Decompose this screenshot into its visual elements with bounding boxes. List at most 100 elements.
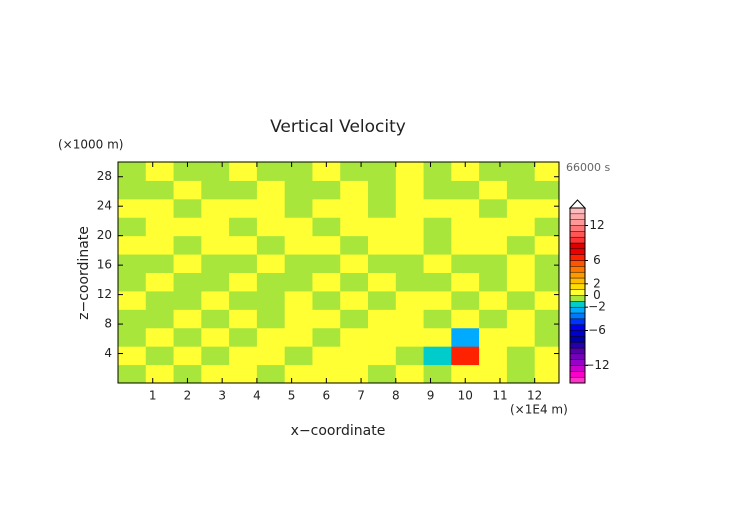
field-cell xyxy=(173,198,202,218)
field-cell xyxy=(395,309,425,329)
field-cell xyxy=(506,309,536,329)
x-tick-label: 11 xyxy=(492,389,507,403)
field-cell xyxy=(118,180,147,200)
field-cell xyxy=(118,198,147,218)
x-tick-label: 12 xyxy=(527,389,542,403)
field-cell xyxy=(340,217,369,237)
colorbar-band xyxy=(569,289,586,296)
field-cell xyxy=(201,198,230,218)
field-cell xyxy=(201,309,230,329)
field-cell xyxy=(312,254,341,273)
field-cell xyxy=(173,254,202,273)
field-cell xyxy=(229,254,258,273)
field-cell xyxy=(368,327,397,347)
colorbar-band xyxy=(569,231,586,238)
field-cell xyxy=(368,217,397,237)
field-cell xyxy=(479,180,508,200)
field-cell xyxy=(229,272,258,292)
field-cell xyxy=(201,346,230,366)
colorbar-tick-label: 0 xyxy=(593,288,601,302)
field-cell xyxy=(340,235,369,255)
colorbar-band xyxy=(569,324,586,331)
x-tick-label: 3 xyxy=(218,389,226,403)
x-tick-label: 2 xyxy=(184,389,192,403)
field-cell xyxy=(284,364,313,383)
x-tick-label: 6 xyxy=(323,389,331,403)
field-cell xyxy=(256,346,286,366)
field-cell xyxy=(256,217,286,237)
colorbar-band xyxy=(569,336,586,343)
field-cell xyxy=(118,346,147,366)
field-cell xyxy=(368,162,397,181)
x-tick-label: 9 xyxy=(427,389,435,403)
field-cell xyxy=(340,327,369,347)
field-cell xyxy=(284,309,313,329)
field-cell xyxy=(368,235,397,255)
field-cell xyxy=(118,364,147,383)
colorbar-band xyxy=(569,347,586,355)
field-cell xyxy=(145,198,175,218)
field-cell xyxy=(312,235,341,255)
field-cell xyxy=(201,180,230,200)
field-cell xyxy=(395,162,425,181)
field-cell xyxy=(256,364,286,383)
colorbar-band xyxy=(569,312,586,320)
field-cell xyxy=(451,327,480,347)
field-cell xyxy=(229,346,258,366)
field-cell xyxy=(451,235,480,255)
field-cell xyxy=(312,180,341,200)
field-cell xyxy=(284,180,313,200)
field-cell xyxy=(451,217,480,237)
field-cell xyxy=(340,254,369,273)
field-cell xyxy=(340,198,369,218)
field-cell xyxy=(423,162,452,181)
field-cell xyxy=(256,198,286,218)
colorbar-band xyxy=(569,341,586,349)
chart-title: Vertical Velocity xyxy=(270,117,406,137)
time-label: 66000 s xyxy=(566,161,610,174)
field-cell xyxy=(368,364,397,383)
field-cell xyxy=(451,254,480,273)
colorbar-band xyxy=(569,207,586,215)
field-cell xyxy=(479,272,508,292)
x-unit: (×1E4 m) xyxy=(510,403,568,417)
field-cell xyxy=(256,309,286,329)
y-tick-label: 8 xyxy=(104,317,112,331)
field-cell xyxy=(284,272,313,292)
field-cell xyxy=(506,217,536,237)
colorbar-band xyxy=(569,365,586,372)
field-cell xyxy=(451,346,480,366)
colorbar-band xyxy=(569,260,586,267)
field-cell xyxy=(118,290,147,310)
field-cell xyxy=(173,217,202,237)
field-cell xyxy=(368,309,397,329)
field-cell xyxy=(312,364,341,383)
x-tick-label: 1 xyxy=(149,389,157,403)
field-cell xyxy=(423,217,452,237)
field-cell xyxy=(145,327,175,347)
field-cell xyxy=(534,235,559,255)
field-cell xyxy=(479,364,508,383)
field-cell xyxy=(451,162,480,181)
field-cell xyxy=(201,290,230,310)
field-cell xyxy=(256,180,286,200)
field-cell xyxy=(312,327,341,347)
x-axis-label: x−coordinate xyxy=(291,423,386,439)
field-cell xyxy=(312,272,341,292)
field-cell xyxy=(145,254,175,273)
field-cell xyxy=(145,290,175,310)
field-cell xyxy=(256,235,286,255)
field-cell xyxy=(506,346,536,366)
field-cell xyxy=(340,180,369,200)
colorbar-band xyxy=(569,295,586,302)
field-cell xyxy=(173,162,202,181)
field-cell xyxy=(340,364,369,383)
field-cell xyxy=(145,162,175,181)
x-tick-label: 7 xyxy=(357,389,365,403)
field xyxy=(118,162,559,383)
field-cell xyxy=(506,198,536,218)
field-cell xyxy=(118,309,147,329)
field-cell xyxy=(423,364,452,383)
field-cell xyxy=(395,364,425,383)
